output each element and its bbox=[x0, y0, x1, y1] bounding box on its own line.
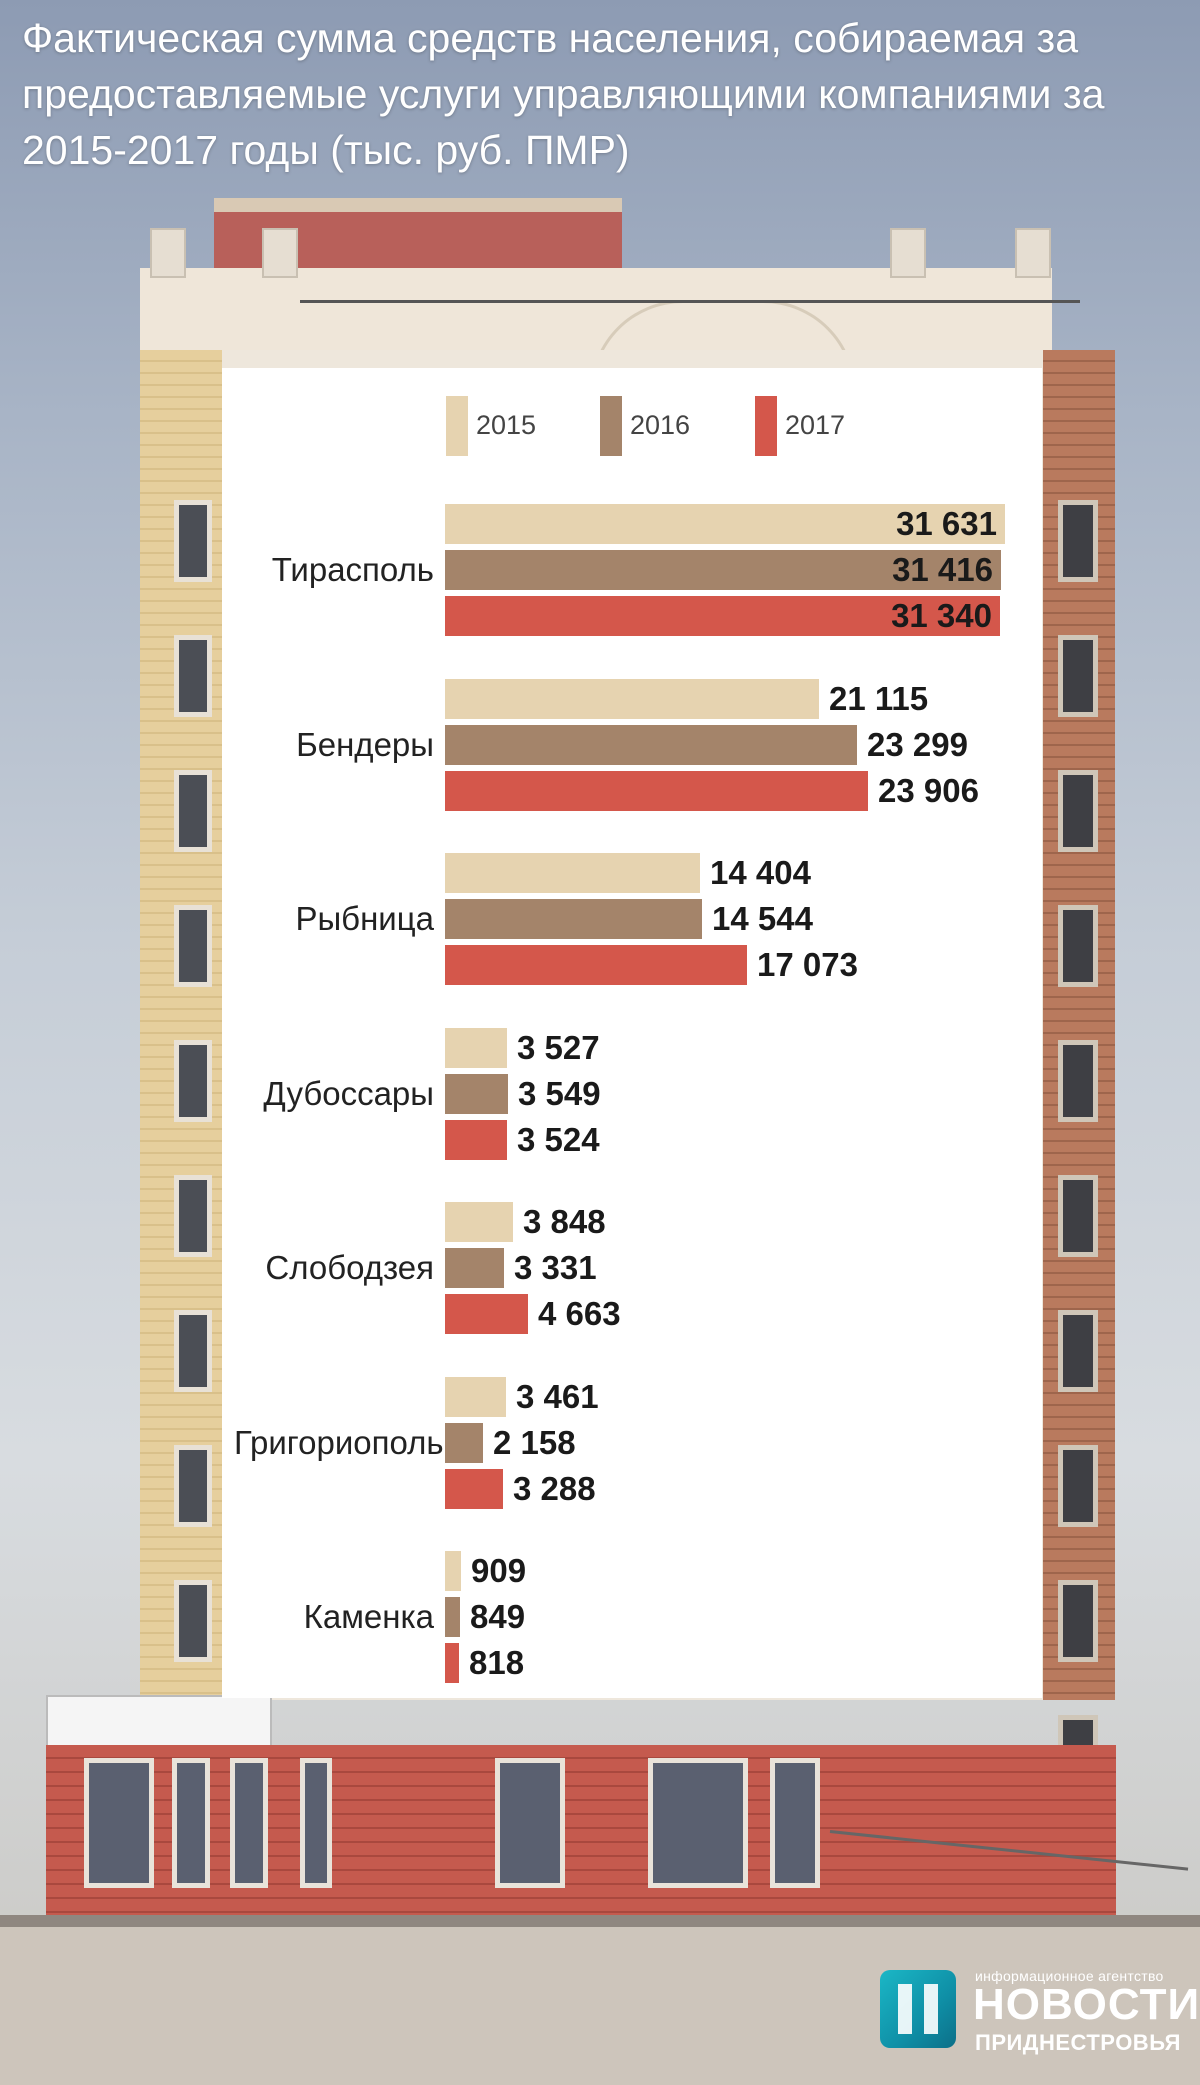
category-label: Бендеры bbox=[296, 725, 434, 763]
legend-label-2017: 2017 bbox=[785, 410, 846, 440]
building-window bbox=[1058, 1175, 1098, 1257]
bar-2015 bbox=[445, 678, 819, 719]
bar-value-label: 21 115 bbox=[829, 679, 929, 717]
legend-swatch-2015 bbox=[446, 396, 468, 456]
legend-swatch-2016 bbox=[600, 396, 622, 456]
bar-value-label: 31 416 bbox=[892, 551, 993, 588]
bar-value-label: 3 848 bbox=[523, 1203, 606, 1240]
bar-value-label: 3 527 bbox=[517, 1028, 600, 1066]
legend-swatch-2017 bbox=[755, 396, 777, 456]
bar-value-label: 849 bbox=[470, 1598, 526, 1635]
building-window bbox=[174, 1175, 212, 1257]
building-window bbox=[1058, 905, 1098, 987]
bar-value-label: 3 549 bbox=[518, 1074, 601, 1112]
entrance-canopy bbox=[46, 1695, 272, 1747]
building-window bbox=[174, 1445, 212, 1527]
building-window bbox=[1058, 1445, 1098, 1527]
bar-value-label: 909 bbox=[471, 1552, 527, 1589]
bar-2017 bbox=[445, 770, 868, 811]
ground-window bbox=[300, 1758, 332, 1888]
bar-2016 bbox=[445, 899, 702, 939]
logo-name: НОВОСТИ bbox=[973, 1980, 1200, 2029]
bar-value-label: 23 906 bbox=[878, 771, 979, 809]
category-label: Рыбница bbox=[295, 900, 434, 937]
legend-label-2016: 2016 bbox=[630, 410, 691, 440]
bar-value-label: 17 073 bbox=[757, 946, 858, 983]
building-window bbox=[174, 635, 212, 717]
ground-window bbox=[230, 1758, 268, 1888]
bar-value-label: 818 bbox=[469, 1644, 525, 1681]
building-window bbox=[1058, 500, 1098, 582]
building-window bbox=[1058, 635, 1098, 717]
bar-2015 bbox=[445, 1027, 507, 1068]
bar-value-label: 3 524 bbox=[517, 1120, 600, 1158]
bar-2016 bbox=[445, 1422, 483, 1463]
legend-label-2015: 2015 bbox=[476, 410, 537, 440]
bar-value-label: 3 288 bbox=[513, 1469, 596, 1507]
bar-value-label: 14 404 bbox=[710, 854, 811, 891]
building-window bbox=[174, 1310, 212, 1392]
bar-2016 bbox=[445, 1073, 508, 1114]
bar-2015 bbox=[445, 504, 1005, 544]
ground-window bbox=[770, 1758, 820, 1888]
bar-value-label: 3 331 bbox=[514, 1249, 597, 1286]
bar-2015 bbox=[445, 1376, 506, 1417]
category-label: Григориополь bbox=[234, 1423, 444, 1461]
bar-2017 bbox=[445, 1643, 459, 1683]
logo-subtitle: ПРИДНЕСТРОВЬЯ bbox=[975, 2030, 1181, 2055]
category-label: Каменка bbox=[303, 1598, 434, 1635]
bar-value-label: 31 631 bbox=[896, 505, 997, 542]
page-title: Фактическая сумма средств населения, соб… bbox=[22, 15, 1105, 173]
bar-2017 bbox=[445, 1468, 503, 1509]
ground-window bbox=[495, 1758, 565, 1888]
bar-2016 bbox=[445, 724, 857, 765]
bar-2015 bbox=[445, 1551, 461, 1591]
building-window bbox=[1058, 770, 1098, 852]
bar-value-label: 14 544 bbox=[712, 900, 813, 937]
bar-2016 bbox=[445, 550, 1001, 590]
building-window bbox=[174, 500, 212, 582]
bar-2016 bbox=[445, 1597, 460, 1637]
category-label: Слободзея bbox=[265, 1249, 434, 1286]
bar-2017 bbox=[445, 945, 747, 985]
bar-2017 bbox=[445, 596, 1000, 636]
category-label: Тирасполь bbox=[271, 551, 434, 588]
building-window bbox=[174, 770, 212, 852]
building-plinth bbox=[0, 1915, 1200, 2085]
bar-2016 bbox=[445, 1248, 504, 1288]
category-label: Дубоссары bbox=[263, 1074, 434, 1112]
chimney bbox=[262, 228, 298, 278]
ground-window bbox=[84, 1758, 154, 1888]
building-window bbox=[174, 1580, 212, 1662]
bar-2017 bbox=[445, 1294, 528, 1334]
building-window bbox=[1058, 1580, 1098, 1662]
bar-2017 bbox=[445, 1119, 507, 1160]
bar-2015 bbox=[445, 1202, 513, 1242]
building-window bbox=[1058, 1310, 1098, 1392]
logo-icon bbox=[880, 1970, 956, 2048]
chimney bbox=[150, 228, 186, 278]
building-window bbox=[1058, 1040, 1098, 1122]
bar-value-label: 31 340 bbox=[891, 597, 992, 634]
bar-value-label: 4 663 bbox=[538, 1295, 621, 1332]
logo-tagline: информационное агентство bbox=[975, 1968, 1164, 1984]
chimney bbox=[890, 228, 926, 278]
bar-value-label: 2 158 bbox=[493, 1423, 576, 1461]
bar-value-label: 3 461 bbox=[516, 1377, 599, 1415]
building-window bbox=[174, 1040, 212, 1122]
building-window bbox=[174, 905, 212, 987]
bar-value-label: 23 299 bbox=[867, 725, 968, 763]
ground-floor bbox=[46, 1745, 1116, 1915]
roof-railing bbox=[300, 300, 1080, 333]
ground-window bbox=[648, 1758, 748, 1888]
chimney bbox=[1015, 228, 1051, 278]
chart-panel: 2015 2016 2017 Тирасполь 31 631 31 416 31 340… bbox=[222, 368, 1042, 1698]
bar-2015 bbox=[445, 853, 700, 893]
ground-window bbox=[172, 1758, 210, 1888]
